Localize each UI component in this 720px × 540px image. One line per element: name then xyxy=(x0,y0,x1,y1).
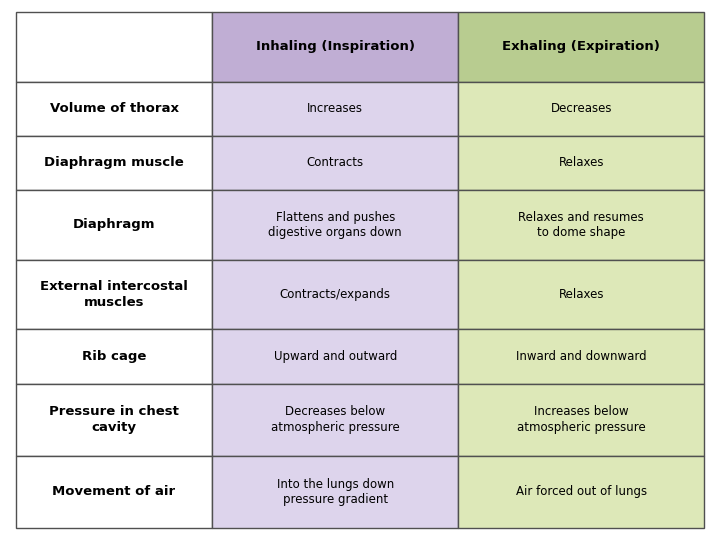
Text: Pressure in chest
cavity: Pressure in chest cavity xyxy=(49,406,179,434)
Text: Relaxes and resumes
to dome shape: Relaxes and resumes to dome shape xyxy=(518,211,644,239)
Text: Inward and downward: Inward and downward xyxy=(516,350,647,363)
Bar xyxy=(16,190,212,260)
Bar xyxy=(16,136,212,190)
Text: Relaxes: Relaxes xyxy=(559,157,604,170)
Text: Rib cage: Rib cage xyxy=(82,350,146,363)
Bar xyxy=(458,456,704,528)
Text: Diaphragm muscle: Diaphragm muscle xyxy=(44,157,184,170)
Text: Air forced out of lungs: Air forced out of lungs xyxy=(516,485,647,498)
Bar xyxy=(212,260,458,329)
Bar xyxy=(212,383,458,456)
Bar xyxy=(458,260,704,329)
Text: Increases: Increases xyxy=(307,102,363,115)
Text: Exhaling (Expiration): Exhaling (Expiration) xyxy=(503,40,660,53)
Bar xyxy=(16,82,212,136)
Text: Contracts: Contracts xyxy=(307,157,364,170)
Bar xyxy=(212,190,458,260)
Bar xyxy=(16,329,212,383)
Text: External intercostal
muscles: External intercostal muscles xyxy=(40,280,188,309)
Bar xyxy=(212,12,458,82)
Bar xyxy=(16,260,212,329)
Text: Movement of air: Movement of air xyxy=(53,485,176,498)
Text: Contracts/expands: Contracts/expands xyxy=(279,288,391,301)
Bar xyxy=(212,329,458,383)
Text: Diaphragm: Diaphragm xyxy=(73,218,156,231)
Bar xyxy=(458,190,704,260)
Bar xyxy=(458,383,704,456)
Bar xyxy=(212,456,458,528)
Bar xyxy=(458,12,704,82)
Bar xyxy=(212,136,458,190)
Bar xyxy=(16,383,212,456)
Text: Inhaling (Inspiration): Inhaling (Inspiration) xyxy=(256,40,415,53)
Bar xyxy=(16,12,212,82)
Bar xyxy=(458,136,704,190)
Text: Decreases: Decreases xyxy=(550,102,612,115)
Bar xyxy=(16,456,212,528)
Text: Upward and outward: Upward and outward xyxy=(274,350,397,363)
Bar xyxy=(212,82,458,136)
Text: Relaxes: Relaxes xyxy=(559,288,604,301)
Text: Flattens and pushes
digestive organs down: Flattens and pushes digestive organs dow… xyxy=(269,211,402,239)
Text: Volume of thorax: Volume of thorax xyxy=(50,102,179,115)
Text: Decreases below
atmospheric pressure: Decreases below atmospheric pressure xyxy=(271,406,400,434)
Bar xyxy=(458,329,704,383)
Text: Increases below
atmospheric pressure: Increases below atmospheric pressure xyxy=(517,406,646,434)
Text: Into the lungs down
pressure gradient: Into the lungs down pressure gradient xyxy=(276,478,394,506)
Bar xyxy=(458,82,704,136)
